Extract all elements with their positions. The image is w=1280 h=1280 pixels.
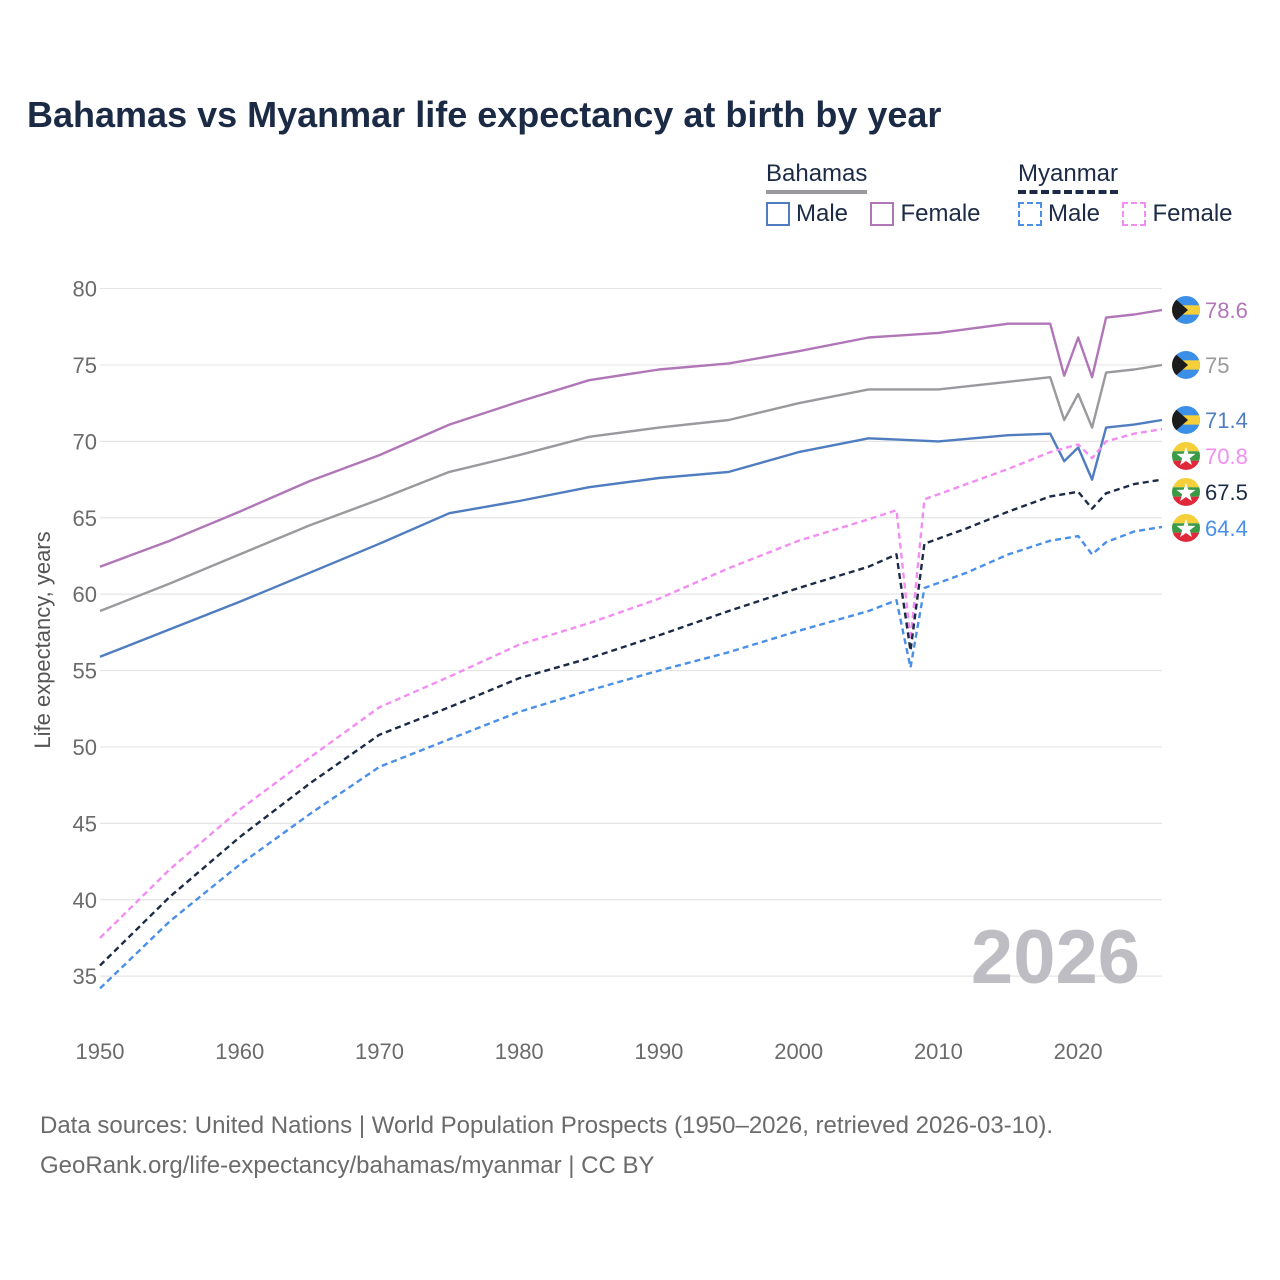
flag-body <box>1172 350 1200 379</box>
series-line-bahamas-total <box>99 363 1163 613</box>
x-tick-label: 2010 <box>914 1039 963 1064</box>
legend-label: Male <box>1048 200 1101 227</box>
y-tick-label: 45 <box>73 811 97 836</box>
legend-swatch-bahamas-male <box>766 202 790 226</box>
flag-triangle <box>1172 295 1188 324</box>
y-tick-label: 55 <box>73 659 97 684</box>
x-tick-label: 2020 <box>1054 1039 1103 1064</box>
y-tick-label: 65 <box>73 506 97 531</box>
legend-item-myanmar-male[interactable]: Male <box>1018 200 1100 228</box>
legend-heading-bahamas: Bahamas <box>766 160 868 194</box>
flag-stripe-red <box>1172 460 1200 470</box>
legend-item-bahamas-male[interactable]: Male <box>766 200 848 228</box>
legend-swatch-myanmar-male <box>1018 202 1042 226</box>
flag-body <box>1172 513 1200 542</box>
legend-group-bahamas: Bahamas Male Female <box>766 160 999 231</box>
flag-body <box>1172 295 1200 324</box>
x-tick-label: 1980 <box>495 1039 544 1064</box>
year-watermark: 2026 <box>971 915 1140 1000</box>
source-note: Data sources: United Nations | World Pop… <box>40 1106 1053 1186</box>
bahamas-flag-icon <box>1172 295 1200 324</box>
bahamas-flag-icon <box>1172 350 1200 379</box>
flag-star <box>1176 483 1196 502</box>
y-tick-label: 70 <box>73 429 97 454</box>
series-line-bahamas-female <box>99 308 1163 568</box>
legend-label: Male <box>796 200 849 227</box>
flag-star <box>1176 519 1196 538</box>
y-tick-label: 60 <box>73 582 97 607</box>
y-axis-label: Life expectancy, years <box>30 531 55 748</box>
flag-stripe-yellow <box>1172 477 1200 488</box>
end-value-label: 67.5 <box>1205 480 1248 505</box>
end-value-label: 75 <box>1205 353 1229 378</box>
legend-label: Female <box>1152 200 1233 227</box>
flag-triangle <box>1172 350 1188 379</box>
flag-stripe-yellow <box>1172 441 1200 452</box>
legend-swatch-myanmar-female <box>1122 202 1147 226</box>
y-tick-label: 50 <box>73 735 97 760</box>
flag-body <box>1172 441 1200 470</box>
legend-label: Female <box>900 200 981 227</box>
flag-stripe-red <box>1172 532 1200 542</box>
legend-group-myanmar: Myanmar Male Female <box>1018 160 1251 231</box>
source-line-2[interactable]: GeoRank.org/life-expectancy/bahamas/myan… <box>40 1152 655 1179</box>
bahamas-flag-icon <box>1172 405 1200 434</box>
myanmar-flag-icon <box>1172 513 1200 542</box>
x-tick-label: 1970 <box>355 1039 404 1064</box>
chart-title: Bahamas vs Myanmar life expectancy at bi… <box>27 94 942 135</box>
flag-triangle <box>1172 405 1188 434</box>
source-line-1: Data sources: United Nations | World Pop… <box>40 1112 1054 1139</box>
series-line-myanmar-male <box>99 525 1163 990</box>
myanmar-flag-icon <box>1172 477 1200 506</box>
x-tick-label: 1990 <box>634 1039 683 1064</box>
flag-star <box>1176 447 1196 466</box>
y-tick-label: 40 <box>73 888 97 913</box>
flag-stripe-yellow <box>1172 513 1200 524</box>
legend-swatch-bahamas-female <box>870 202 895 226</box>
end-value-label: 78.6 <box>1205 298 1248 323</box>
series-line-myanmar-female <box>99 427 1163 939</box>
series-line-myanmar-total <box>99 478 1163 967</box>
y-tick-label: 35 <box>73 964 97 989</box>
flag-stripe-red <box>1172 496 1200 506</box>
end-value-label: 71.4 <box>1205 408 1248 433</box>
series-line-bahamas-male <box>99 418 1163 658</box>
end-value-label: 70.8 <box>1205 444 1248 469</box>
legend-heading-myanmar: Myanmar <box>1018 160 1119 194</box>
x-tick-label: 1960 <box>215 1039 264 1064</box>
x-tick-label: 1950 <box>76 1039 125 1064</box>
x-tick-label: 2000 <box>774 1039 823 1064</box>
y-tick-label: 75 <box>73 353 97 378</box>
y-tick-label: 80 <box>73 277 97 302</box>
myanmar-flag-icon <box>1172 441 1200 470</box>
legend-item-bahamas-female[interactable]: Female <box>870 200 981 228</box>
legend-item-myanmar-female[interactable]: Female <box>1122 200 1233 228</box>
end-value-label: 64.4 <box>1205 516 1248 541</box>
flag-body <box>1172 477 1200 506</box>
flag-body <box>1172 405 1200 434</box>
